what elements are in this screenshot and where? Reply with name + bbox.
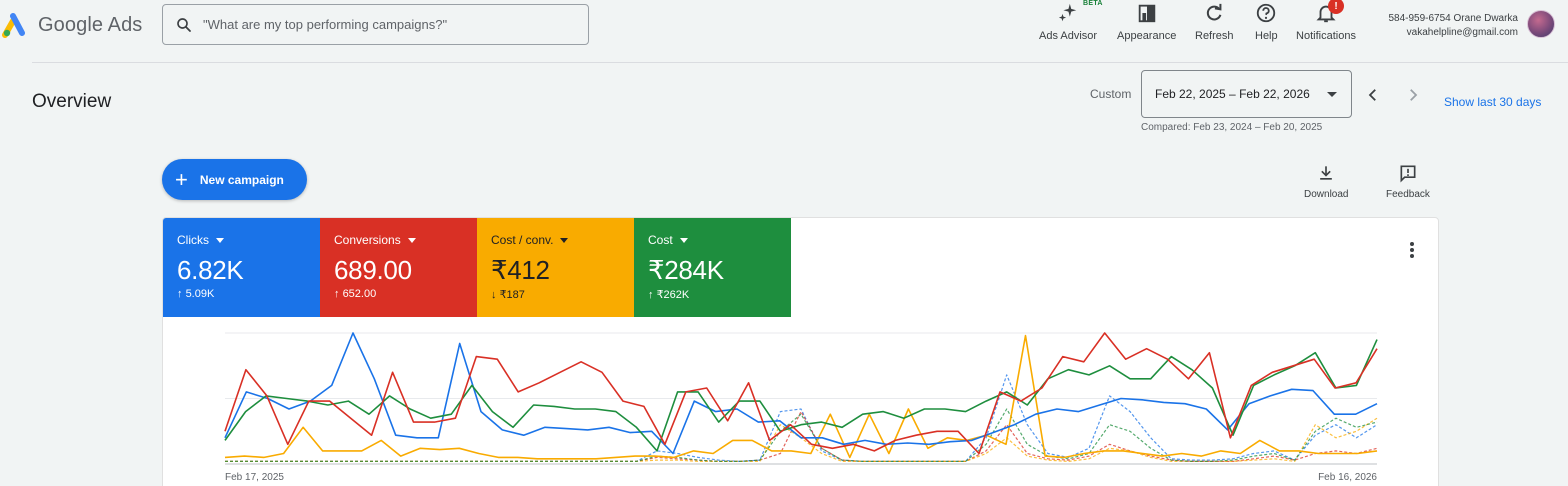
account-email: vakahelpline@gmail.com [1406, 27, 1518, 38]
performance-card: Clicks 6.82K ↑ 5.09K Conversions 689.00 … [162, 217, 1439, 486]
page-title: Overview [32, 91, 112, 112]
more-options-icon[interactable] [1406, 240, 1418, 260]
x-tick-start: Feb 17, 2025 [225, 472, 284, 483]
app-name: Google Ads [38, 13, 143, 36]
compared-range: Compared: Feb 23, 2024 – Feb 20, 2025 [1141, 122, 1323, 133]
refresh-label: Refresh [1195, 30, 1234, 42]
search-box[interactable] [162, 4, 589, 45]
google-ads-logo-icon [2, 13, 25, 38]
help-icon [1257, 3, 1276, 23]
refresh-button[interactable]: Refresh [1195, 2, 1234, 42]
chart-lines [224, 332, 1378, 462]
arrow-up-icon: ↑ [177, 288, 183, 300]
sparkle-icon [1058, 3, 1077, 22]
download-label: Download [1304, 189, 1349, 200]
kpi-conversions-delta: 652.00 [342, 288, 377, 300]
kpi-cost-per-conv-name: Cost / conv. [491, 233, 554, 247]
kpi-cost-name: Cost [648, 233, 673, 247]
feedback-button[interactable]: Feedback [1386, 163, 1430, 200]
caret-down-icon[interactable] [216, 237, 224, 243]
header-divider [32, 62, 1568, 63]
kpi-conversions[interactable]: Conversions 689.00 ↑ 652.00 [320, 218, 477, 317]
caret-down-icon[interactable] [679, 237, 688, 243]
new-campaign-button[interactable]: + New campaign [162, 159, 307, 200]
appearance-button[interactable]: Appearance [1117, 2, 1176, 42]
next-period-button[interactable] [1402, 84, 1424, 106]
series-line-cost [224, 339, 1378, 452]
arrow-up-icon: ↑ [648, 289, 654, 301]
account-id-name: 584-959-6754 Orane Dwarka [1388, 13, 1518, 24]
kpi-clicks-delta: 5.09K [185, 288, 215, 300]
series-line-clicks-previous [225, 374, 1378, 462]
appearance-icon [1138, 4, 1155, 23]
kpi-cost-delta: ₹262K [656, 289, 690, 301]
show-last-30-days-link[interactable]: Show last 30 days [1444, 95, 1542, 109]
previous-period-button[interactable] [1362, 84, 1384, 106]
kpi-conversions-name: Conversions [334, 233, 401, 247]
date-range-picker[interactable]: Feb 22, 2025 – Feb 22, 2026 [1141, 70, 1352, 118]
account-info[interactable]: 584-959-6754 Orane Dwarka vakahelpline@g… [1388, 12, 1518, 40]
appearance-label: Appearance [1117, 30, 1177, 42]
top-bar: Google Ads BETA Ads Advisor Appearance R… [0, 0, 1568, 62]
search-icon [177, 17, 191, 32]
feedback-label: Feedback [1386, 189, 1430, 200]
series-line-conversions [224, 332, 1378, 455]
kpi-cost-value: ₹284K [648, 255, 724, 285]
notifications-button[interactable]: ! Notifications [1296, 0, 1356, 42]
caret-down-icon[interactable] [407, 237, 416, 243]
caret-down-icon[interactable] [560, 237, 569, 243]
feedback-icon [1400, 165, 1416, 183]
beta-badge: BETA [1083, 0, 1103, 7]
arrow-up-icon: ↑ [334, 288, 340, 300]
notification-badge: ! [1328, 0, 1344, 14]
avatar[interactable] [1527, 10, 1555, 38]
series-line-cost-previous [225, 408, 1378, 462]
ads-advisor-button[interactable]: BETA Ads Advisor [1039, 0, 1102, 42]
kpi-cost-per-conv-delta: ₹187 [499, 289, 525, 301]
kpi-conversions-value: 689.00 [334, 255, 412, 285]
chart-grid [225, 332, 1377, 465]
notifications-label: Notifications [1296, 30, 1356, 42]
arrow-down-icon: ↓ [491, 289, 497, 301]
download-icon [1320, 166, 1333, 180]
refresh-icon [1207, 3, 1222, 21]
new-campaign-label: New campaign [199, 172, 284, 187]
chevron-left-icon [1368, 89, 1376, 101]
kpi-clicks[interactable]: Clicks 6.82K ↑ 5.09K [163, 218, 320, 317]
series-line-clicks [224, 332, 1378, 455]
help-label: Help [1255, 30, 1278, 42]
date-mode-label: Custom [1090, 87, 1132, 101]
ads-advisor-label: Ads Advisor [1039, 30, 1098, 42]
date-range-value: Feb 22, 2025 – Feb 22, 2026 [1155, 87, 1310, 101]
performance-line-chart: Feb 17, 2025 Feb 16, 2026 [224, 332, 1378, 483]
caret-down-icon [1327, 92, 1337, 97]
x-tick-end: Feb 16, 2026 [1318, 472, 1377, 483]
chevron-right-icon [1410, 89, 1418, 101]
kpi-cost[interactable]: Cost ₹284K ↑ ₹262K [634, 218, 791, 317]
help-button[interactable]: Help [1255, 2, 1278, 42]
plus-icon: + [175, 166, 188, 192]
download-button[interactable]: Download [1304, 163, 1348, 200]
google-ads-logo[interactable]: Google Ads [2, 10, 142, 40]
kpi-cost-per-conv-value: ₹412 [491, 255, 550, 285]
kpi-cost-per-conv[interactable]: Cost / conv. ₹412 ↓ ₹187 [477, 218, 634, 317]
search-input[interactable] [203, 17, 573, 32]
kpi-clicks-value: 6.82K [177, 255, 244, 285]
kpi-clicks-name: Clicks [177, 233, 209, 247]
series-line-cost-conv [224, 334, 1378, 460]
